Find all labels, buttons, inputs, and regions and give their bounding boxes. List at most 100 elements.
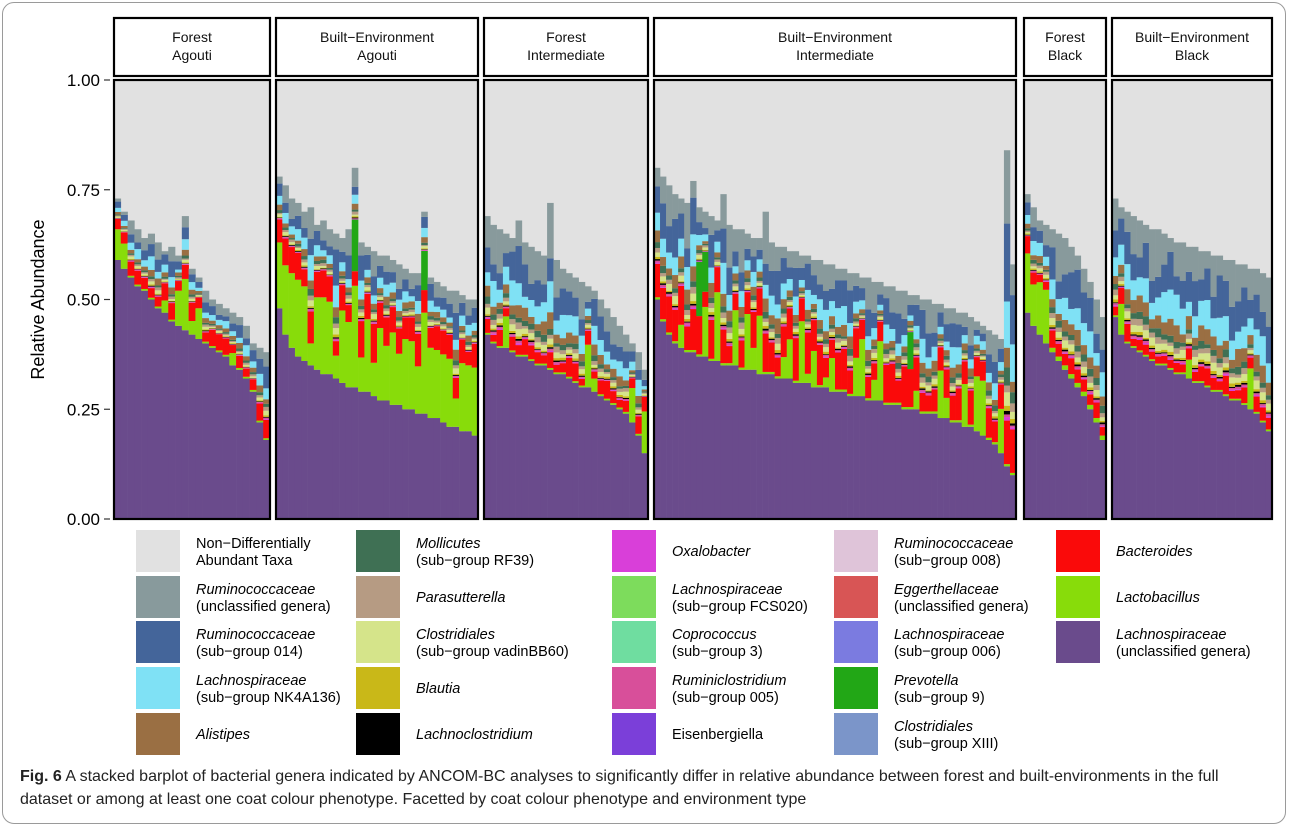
bar-segment [1118,281,1125,285]
bar-segment [895,368,902,373]
bar-segment [1192,281,1199,317]
bar-segment [660,273,667,277]
bar-segment [1204,300,1211,330]
bar-segment [985,390,993,396]
bar-segment [433,349,441,419]
bar-segment [521,242,529,265]
bar-segment [389,307,397,333]
bar-segment [967,379,975,383]
legend-swatch [612,713,656,755]
bar-segment [408,288,416,297]
bar-segment [263,403,271,407]
bar-segment [509,330,516,333]
bar-segment [684,248,691,268]
bar-segment [732,293,739,311]
bar-segment [1155,350,1162,353]
bar-segment [1173,348,1180,354]
bar-segment [147,269,155,277]
bar-segment [1142,242,1150,279]
bar-segment [1228,383,1236,387]
bar-segment [901,362,908,364]
bar-segment [559,288,567,315]
bar-segment [979,349,987,354]
bar-segment [433,320,441,323]
bar-segment [496,229,504,274]
bar-segment [215,303,223,315]
legend-label: Eisenbergiella [672,727,764,743]
bar-segment [967,386,975,389]
bar-segment [895,404,902,519]
bar-segment [528,300,535,317]
bar-segment [684,321,691,323]
bar-segment [1185,345,1193,348]
bar-segment [702,249,709,251]
bar-segment [1265,277,1273,327]
bar-segment [883,298,890,325]
bar-segment [949,394,956,396]
bar-segment [161,264,169,273]
bar-segment [263,439,271,519]
bar-segment [973,335,981,345]
bar-segment [756,286,763,288]
bar-segment [465,341,472,345]
bar-segment [326,255,334,264]
bar-segment [666,292,673,294]
bar-segment [446,329,454,332]
bar-segment [641,391,649,393]
bar-segment [774,337,781,344]
bar-segment [672,257,679,276]
bar-segment [1136,220,1144,258]
legend-item: Prevotella(sub−group 9) [834,667,985,709]
bar-segment [215,352,223,519]
bar-segment [1055,332,1063,338]
bar-segment [459,431,466,519]
bar-segment [883,343,890,350]
bar-segment [871,360,878,362]
bar-segment [672,309,679,342]
bar-segment [931,387,938,389]
bar-segment [358,280,365,300]
bar-segment [949,390,956,392]
bar-segment [1235,382,1242,385]
bar-segment [865,372,872,374]
bar-segment [402,315,409,317]
bar-segment [810,259,818,276]
bar-segment [985,407,993,409]
bar-segment [654,260,661,263]
bar-segment [553,352,560,359]
bar-segment [714,230,721,242]
bar-segment [907,328,914,331]
bar-segment [1024,233,1031,235]
bar-segment [1130,335,1137,338]
bar-segment [678,238,685,257]
bar-segment [414,273,422,286]
bar-segment [1130,334,1137,336]
bar-segment [949,391,956,393]
bar-segment [534,324,542,331]
bar-segment [114,207,122,212]
bar-segment [559,338,567,345]
bar-segment [955,379,962,385]
bar-segment [997,453,1005,519]
bar-segment [678,213,685,239]
bar-segment [114,212,122,215]
legend-item: Eisenbergiella [612,713,764,755]
bar-segment [1222,374,1230,376]
bar-segment [547,281,554,313]
bar-segment [1124,289,1131,305]
legend-label-line2: Abundant Taxa [196,553,293,569]
bar-segment [895,402,902,405]
bar-segment [744,260,751,271]
bar-segment [931,303,938,333]
bar-segment [1241,387,1248,404]
bar-segment [320,269,327,270]
bar-segment [702,243,709,246]
bar-segment [427,300,435,312]
bar-segment [402,268,409,280]
bar-segment [1036,273,1044,275]
bar-segment [553,363,560,365]
bar-segment [313,264,321,266]
bar-segment [955,385,962,387]
bar-segment [427,319,435,322]
bar-segment [282,223,289,228]
